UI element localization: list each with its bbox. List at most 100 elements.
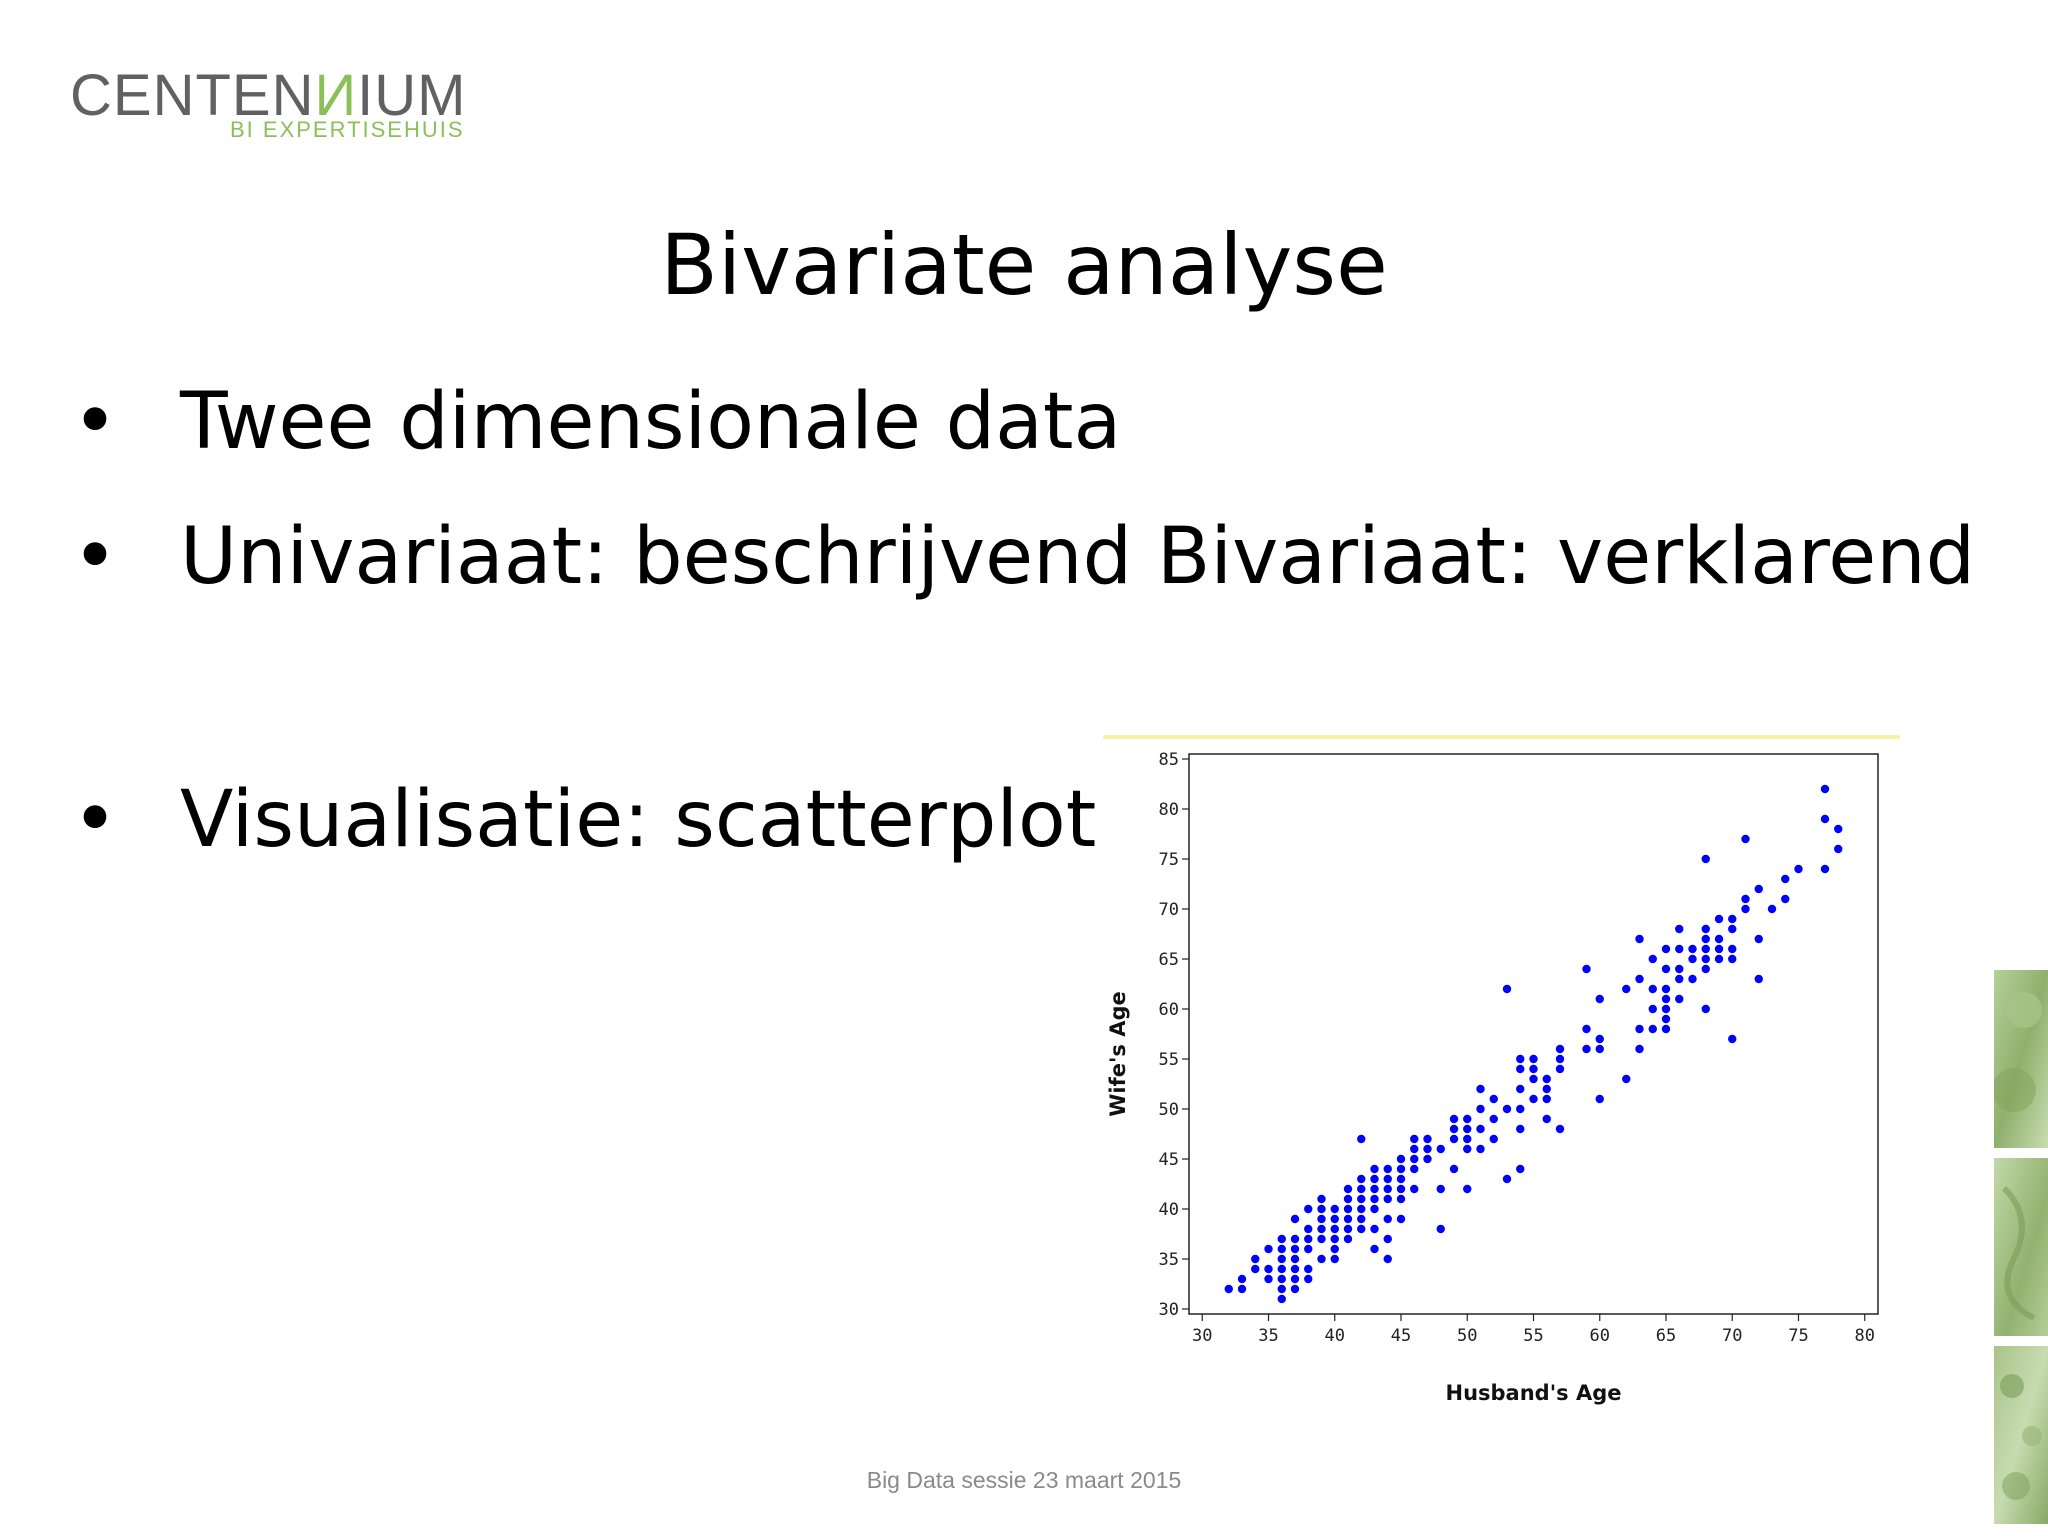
- data-point: [1304, 1274, 1313, 1284]
- data-point: [1383, 1174, 1392, 1184]
- data-point: [1542, 1074, 1551, 1084]
- data-point: [1622, 1074, 1631, 1084]
- data-point: [1370, 1204, 1379, 1214]
- data-point: [1410, 1134, 1419, 1144]
- data-point: [1343, 1214, 1353, 1224]
- data-point: [1264, 1264, 1273, 1274]
- data-point: [1688, 944, 1697, 954]
- data-point: [1701, 1004, 1710, 1014]
- data-point: [1290, 1284, 1300, 1294]
- data-point: [1714, 954, 1724, 964]
- data-point: [1357, 1204, 1366, 1214]
- y-tick-label: 75: [1159, 850, 1179, 870]
- data-point: [1290, 1254, 1300, 1264]
- data-point: [1343, 1184, 1353, 1194]
- data-point: [1264, 1244, 1273, 1254]
- data-point: [1423, 1134, 1432, 1144]
- data-point: [1555, 1124, 1565, 1134]
- data-point: [1463, 1184, 1472, 1194]
- bullet-marker: •: [72, 377, 119, 467]
- data-point: [1251, 1254, 1260, 1264]
- data-point: [1290, 1274, 1300, 1284]
- x-tick-label: 70: [1722, 1326, 1742, 1346]
- x-axis-label: Husband's Age: [1446, 1381, 1622, 1405]
- data-point: [1701, 954, 1710, 964]
- data-point: [1436, 1144, 1445, 1154]
- data-point: [1237, 1284, 1247, 1294]
- data-point: [1701, 934, 1710, 944]
- data-point: [1728, 954, 1737, 964]
- y-tick-label: 35: [1159, 1250, 1179, 1270]
- data-point: [1635, 974, 1644, 984]
- data-point: [1714, 934, 1724, 944]
- data-point: [1516, 1164, 1525, 1174]
- bullet-item: • Visualisatie: scatterplot: [72, 770, 1096, 870]
- data-point: [1820, 864, 1830, 874]
- data-point: [1701, 924, 1710, 934]
- y-tick-label: 55: [1159, 1050, 1179, 1070]
- data-point: [1410, 1164, 1419, 1174]
- data-point: [1463, 1124, 1472, 1134]
- data-point: [1595, 1044, 1604, 1054]
- data-point: [1794, 864, 1803, 874]
- y-tick-label: 30: [1159, 1300, 1179, 1320]
- data-point: [1635, 934, 1644, 944]
- bullet-item: • Univariaat: beschrijvend Bivariaat: ver…: [72, 507, 1975, 607]
- data-point: [1317, 1224, 1326, 1234]
- data-point: [1661, 994, 1671, 1004]
- data-point: [1370, 1224, 1379, 1234]
- data-point: [1661, 984, 1671, 994]
- data-point: [1542, 1114, 1551, 1124]
- bullet-text: Univariaat: beschrijvend Bivariaat: verk…: [180, 512, 1976, 602]
- data-point: [1396, 1214, 1406, 1224]
- x-tick-label: 75: [1788, 1326, 1808, 1346]
- y-tick-label: 60: [1159, 1000, 1179, 1020]
- data-point: [1516, 1124, 1525, 1134]
- data-point: [1529, 1064, 1538, 1074]
- y-tick-label: 50: [1159, 1100, 1179, 1120]
- bullet-text: Twee dimensionale data: [180, 377, 1122, 467]
- data-point: [1224, 1284, 1233, 1294]
- data-point: [1595, 1034, 1604, 1044]
- data-point: [1370, 1174, 1379, 1184]
- data-point: [1555, 1044, 1565, 1054]
- y-tick-label: 80: [1159, 800, 1179, 820]
- data-point: [1555, 1054, 1565, 1064]
- data-point: [1555, 1064, 1565, 1074]
- data-point: [1476, 1144, 1485, 1154]
- data-point: [1277, 1274, 1286, 1284]
- data-point: [1449, 1124, 1459, 1134]
- y-tick-label: 45: [1159, 1150, 1179, 1170]
- data-point: [1423, 1154, 1432, 1164]
- data-point: [1781, 874, 1790, 884]
- data-point: [1423, 1144, 1432, 1154]
- data-point: [1728, 1034, 1737, 1044]
- data-point: [1264, 1274, 1273, 1284]
- data-point: [1834, 844, 1843, 854]
- data-point: [1635, 1024, 1644, 1034]
- data-point: [1343, 1204, 1353, 1214]
- data-point: [1463, 1144, 1472, 1154]
- data-point: [1476, 1084, 1485, 1094]
- data-point: [1290, 1264, 1300, 1274]
- data-point: [1304, 1244, 1313, 1254]
- data-point: [1489, 1114, 1498, 1124]
- data-point: [1701, 944, 1710, 954]
- logo: CENTENИIUM BI EXPERTISEHUIS: [70, 62, 490, 152]
- data-point: [1290, 1234, 1300, 1244]
- data-point: [1383, 1164, 1392, 1174]
- data-point: [1396, 1174, 1406, 1184]
- data-point: [1383, 1214, 1392, 1224]
- data-point: [1304, 1204, 1313, 1214]
- data-point: [1290, 1214, 1300, 1224]
- data-point: [1675, 924, 1684, 934]
- data-point: [1449, 1134, 1459, 1144]
- data-point: [1648, 984, 1657, 994]
- data-point: [1330, 1254, 1339, 1264]
- data-point: [1330, 1204, 1339, 1214]
- slide-footer: Big Data sessie 23 maart 2015: [866, 1467, 1182, 1493]
- chart-top-rule: [1103, 735, 1900, 739]
- bullet-marker: •: [72, 512, 119, 602]
- data-point: [1357, 1224, 1366, 1234]
- data-point: [1741, 904, 1750, 914]
